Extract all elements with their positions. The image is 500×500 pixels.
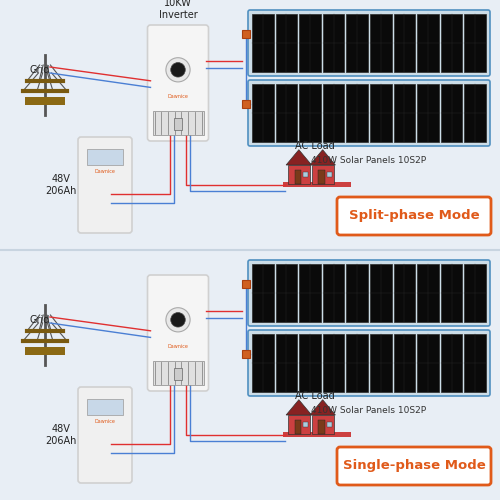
Text: 410W Solar Panels 10S2P: 410W Solar Panels 10S2P [312, 156, 426, 165]
Bar [252, 84, 274, 142]
Bar [441, 84, 462, 142]
Bar [25, 347, 65, 355]
Bar [299, 264, 321, 322]
Polygon shape [286, 400, 312, 415]
Bar [25, 97, 65, 105]
FancyBboxPatch shape [248, 260, 490, 326]
Bar [242, 350, 250, 358]
Bar [323, 14, 344, 72]
Bar [276, 334, 297, 392]
FancyBboxPatch shape [148, 275, 208, 391]
Polygon shape [310, 400, 336, 415]
FancyBboxPatch shape [78, 137, 132, 233]
Bar [252, 14, 274, 72]
Text: Split-phase Mode: Split-phase Mode [348, 210, 480, 222]
Bar [346, 334, 368, 392]
Bar [299, 14, 321, 72]
Text: 48V
206Ah: 48V 206Ah [46, 174, 77, 196]
Bar [87, 149, 123, 165]
Text: 48V
206Ah: 48V 206Ah [46, 424, 77, 446]
Text: AC Load: AC Load [295, 391, 335, 401]
Bar [323, 264, 344, 322]
Bar [327, 422, 332, 427]
Bar [417, 334, 439, 392]
Bar [242, 280, 250, 287]
FancyBboxPatch shape [148, 25, 208, 141]
Bar [276, 84, 297, 142]
Bar [276, 264, 297, 322]
Bar [299, 334, 321, 392]
Bar [346, 14, 368, 72]
Circle shape [166, 58, 190, 82]
Bar [242, 30, 250, 38]
Text: Dawnice: Dawnice [94, 169, 116, 174]
Bar [294, 420, 302, 434]
Bar [303, 422, 308, 427]
Bar [417, 84, 439, 142]
Bar [282, 182, 350, 187]
Bar [394, 334, 415, 392]
Bar [370, 334, 392, 392]
Bar [276, 14, 297, 72]
FancyBboxPatch shape [248, 330, 490, 396]
Bar [327, 172, 332, 177]
FancyBboxPatch shape [337, 197, 491, 235]
FancyBboxPatch shape [337, 447, 491, 485]
Bar [312, 415, 334, 434]
Bar [417, 264, 439, 322]
Bar [174, 118, 182, 130]
Bar [288, 165, 310, 184]
Bar [318, 170, 325, 183]
Text: 410W Solar Panels 10S2P: 410W Solar Panels 10S2P [312, 406, 426, 415]
Bar [299, 84, 321, 142]
Bar [370, 14, 392, 72]
Text: 10KW
Inverter: 10KW Inverter [158, 0, 198, 20]
Bar [346, 84, 368, 142]
Bar [87, 399, 123, 415]
Bar [174, 368, 182, 380]
Polygon shape [310, 150, 336, 165]
Polygon shape [286, 150, 312, 165]
Text: Dawnice: Dawnice [168, 344, 188, 348]
FancyBboxPatch shape [248, 80, 490, 146]
Circle shape [170, 62, 186, 77]
Bar [282, 432, 350, 437]
Text: Single-phase Mode: Single-phase Mode [342, 460, 486, 472]
Bar [464, 14, 486, 72]
Bar [394, 264, 415, 322]
Bar [417, 14, 439, 72]
Bar [464, 84, 486, 142]
Bar [323, 84, 344, 142]
Bar [242, 100, 250, 108]
Bar [288, 415, 310, 434]
FancyBboxPatch shape [248, 10, 490, 76]
Bar [370, 264, 392, 322]
Text: Dawnice: Dawnice [168, 94, 188, 98]
Circle shape [170, 312, 186, 327]
Text: Grid: Grid [30, 315, 50, 325]
Text: AC Load: AC Load [295, 141, 335, 151]
Bar [323, 334, 344, 392]
Bar [318, 420, 325, 434]
Bar [464, 334, 486, 392]
Bar [252, 334, 274, 392]
Bar [252, 264, 274, 322]
Text: Dawnice: Dawnice [94, 419, 116, 424]
Bar [394, 84, 415, 142]
Bar [464, 264, 486, 322]
Bar [394, 14, 415, 72]
Bar [294, 170, 302, 183]
Bar [303, 172, 308, 177]
Circle shape [166, 308, 190, 332]
Bar [346, 264, 368, 322]
Text: Grid: Grid [30, 65, 50, 75]
Bar [312, 165, 334, 184]
Bar [441, 14, 462, 72]
Bar [441, 264, 462, 322]
Bar [152, 110, 204, 134]
Bar [370, 84, 392, 142]
Bar [441, 334, 462, 392]
Bar [152, 360, 204, 384]
FancyBboxPatch shape [78, 387, 132, 483]
